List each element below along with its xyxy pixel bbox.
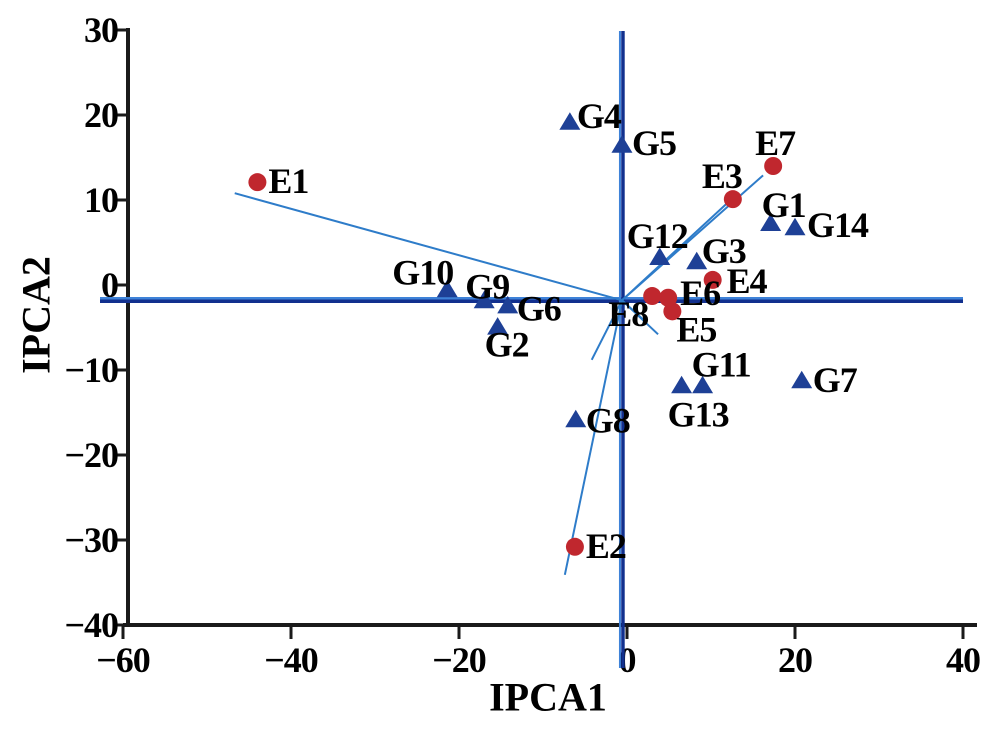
y-tick-label-30: 30 [84, 10, 118, 50]
label-G2: G2 [485, 325, 529, 365]
y-tick-label-10: 10 [84, 180, 118, 220]
point-G13 [671, 375, 693, 394]
label-G11: G11 [692, 344, 751, 384]
label-E5: E5 [676, 309, 716, 349]
point-G4 [559, 112, 581, 130]
x-tick-label--40: −40 [264, 640, 318, 680]
label-G5: G5 [632, 123, 676, 163]
label-G3: G3 [702, 231, 746, 271]
label-G4: G4 [577, 96, 622, 136]
label-E6: E6 [680, 273, 720, 313]
label-E2: E2 [586, 526, 626, 566]
label-G1: G1 [762, 185, 806, 225]
label-E7: E7 [755, 123, 796, 163]
label-E4: E4 [727, 261, 768, 301]
y-tick-label-0: 0 [101, 265, 118, 305]
x-tick-label-40: 40 [946, 640, 980, 680]
y-tick-label--30: −30 [64, 520, 118, 560]
point-G5 [611, 135, 633, 153]
point-G8 [565, 409, 587, 428]
x-axis-title: IPCA1 [489, 675, 607, 720]
point-E7 [764, 157, 783, 175]
point-G3 [686, 251, 708, 270]
x-tick-label-0: 0 [619, 640, 636, 680]
label-E1: E1 [268, 161, 308, 201]
label-G10: G10 [392, 252, 453, 292]
point-E3 [723, 190, 742, 209]
point-G1 [760, 213, 782, 231]
point-G2 [487, 317, 509, 335]
point-G10 [436, 279, 458, 298]
y-tick-label--10: −10 [64, 350, 118, 390]
y-tick-label-20: 20 [84, 95, 118, 135]
point-G11 [692, 375, 714, 394]
point-E6 [659, 288, 678, 307]
point-G9 [473, 290, 495, 309]
ray-to-E1 [234, 192, 623, 302]
x-tick-label--60: −60 [96, 640, 150, 680]
point-G6 [497, 295, 519, 314]
label-G9: G9 [465, 266, 509, 306]
label-G13: G13 [668, 394, 729, 434]
label-G7: G7 [813, 360, 858, 400]
ray-to-E2 [563, 300, 623, 576]
point-G7 [791, 370, 813, 389]
label-G12: G12 [627, 216, 688, 256]
point-E4 [703, 270, 722, 289]
label-G6: G6 [517, 288, 561, 328]
y-tick-label--40: −40 [64, 605, 118, 645]
y-axis-title: IPCA2 [14, 256, 59, 374]
y-tick-label--20: −20 [64, 435, 118, 475]
point-E5 [663, 302, 682, 321]
point-G12 [649, 247, 671, 265]
point-E8 [643, 287, 662, 306]
point-E1 [248, 173, 267, 192]
point-G14 [784, 217, 806, 236]
point-E2 [565, 537, 584, 556]
x-tick-label--20: −20 [432, 640, 486, 680]
label-G8: G8 [586, 400, 630, 440]
ray-to-E5 [621, 299, 659, 336]
x-tick-label-20: 20 [778, 640, 812, 680]
label-G14: G14 [807, 205, 869, 245]
label-E8: E8 [608, 294, 648, 334]
ray-to-E8 [590, 299, 623, 361]
label-E3: E3 [702, 156, 742, 196]
